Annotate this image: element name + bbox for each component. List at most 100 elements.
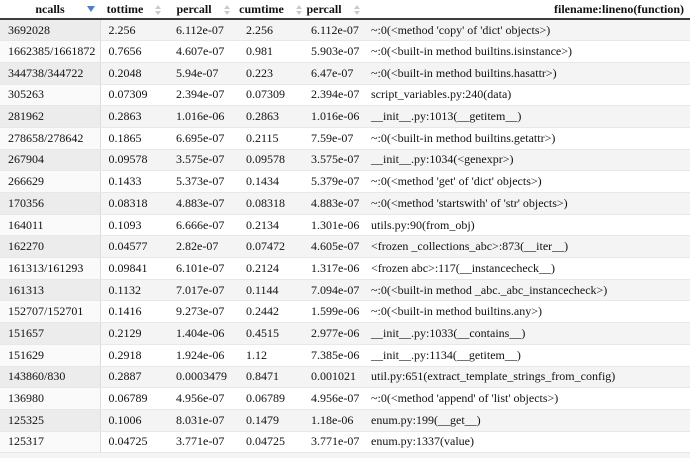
cell-percall-2: 4.956e-07 [303, 387, 363, 410]
table-row: 161313/161293 0.09841 6.101e-07 0.2124 1… [0, 257, 690, 280]
column-label: filename:lineno(function) [554, 1, 684, 16]
cell-ncalls: 266629 [0, 170, 101, 193]
table-row: 152707/152701 0.1416 9.273e-07 0.2442 1.… [0, 300, 690, 324]
cell-percall: 6.695e-07 [168, 127, 238, 150]
cell-ncalls: 162270 [0, 235, 101, 259]
table-row: 266629 0.1433 5.373e-07 0.1434 5.379e-07… [0, 170, 690, 193]
cell-ncalls: 1662385/1661872 [0, 40, 101, 63]
sort-toggle-icon [353, 4, 360, 15]
cell-function: util.py:651(extract_template_strings_fro… [363, 366, 690, 389]
cell-percall-2: 7.094e-07 [303, 279, 363, 302]
cell-percall: 6.112e-07 [168, 19, 238, 42]
cell-cumtime: 2.256 [238, 19, 303, 42]
cell-percall-2: 4.605e-07 [303, 235, 363, 259]
cell-tottime: 0.1416 [100, 300, 168, 324]
cell-tottime: 0.1093 [100, 214, 168, 237]
cell-percall: 6.666e-07 [168, 214, 238, 237]
cell-percall-2: 0.001021 [303, 366, 363, 389]
column-label: ncalls [35, 1, 65, 16]
table-row: 267904 0.09578 3.575e-07 0.09578 3.575e-… [0, 149, 690, 172]
column-label: percall [306, 1, 342, 16]
cell-function: ~:0(<method 'copy' of 'dict' objects>) [363, 19, 690, 42]
cell-tottime: 0.1865 [100, 127, 168, 150]
cell-function: ~:0(<method 'startswith' of 'str' object… [363, 192, 690, 215]
cell-percall-2: 1.317e-06 [303, 257, 363, 280]
cell-ncalls: 152707/152701 [0, 300, 101, 324]
cell-percall-2: 6.47e-07 [303, 62, 363, 85]
cell-tottime: 0.04577 [100, 235, 168, 259]
cell-function: ~:0(<built-in method builtins.any>) [363, 300, 690, 324]
cell-percall: 4.883e-07 [168, 192, 238, 215]
cell-function: ~:0(<method 'get' of 'dict' objects>) [363, 170, 690, 193]
cell-percall-2: 5.903e-07 [303, 40, 363, 63]
cell-ncalls: 125325 [0, 409, 101, 432]
cell-tottime: 2.256 [100, 19, 168, 42]
cell-cumtime: 0.04725 [238, 431, 303, 454]
table-row: 3692028 2.256 6.112e-07 2.256 6.112e-07 … [0, 19, 690, 42]
cell-function: <frozen abc>:117(__instancecheck__) [363, 257, 690, 280]
cell-percall-2: 3.575e-07 [303, 149, 363, 172]
cell-function: enum.py:1337(value) [363, 431, 690, 454]
table-row: 162270 0.04577 2.82e-07 0.07472 4.605e-0… [0, 235, 690, 259]
cell-ncalls: 278658/278642 [0, 127, 101, 150]
cell-percall-2: 2.394e-07 [303, 84, 363, 107]
cell-ncalls: 161313 [0, 279, 101, 302]
sort-toggle-icon [295, 4, 302, 15]
cell-tottime: 0.1433 [100, 170, 168, 193]
cell-ncalls: 125317 [0, 431, 101, 454]
cell-cumtime: 0.07472 [238, 235, 303, 259]
cell-function: __init__.py:1033(__contains__) [363, 322, 690, 345]
cell-cumtime: 0.2115 [238, 127, 303, 150]
column-header-tottime[interactable]: tottime [100, 0, 168, 20]
cell-ncalls: 267904 [0, 149, 101, 172]
cell-function: __init__.py:1013(__getitem__) [363, 105, 690, 128]
cell-percall-2: 6.112e-07 [303, 19, 363, 42]
column-label: tottime [106, 1, 144, 16]
cell-percall: 4.956e-07 [168, 387, 238, 410]
cell-cumtime: 0.2863 [238, 105, 303, 128]
column-header-ncalls[interactable]: ncalls [0, 0, 100, 20]
sort-desc-icon [87, 6, 95, 12]
table-row: 125317 0.04725 3.771e-07 0.04725 3.771e-… [0, 431, 690, 454]
cell-tottime: 0.07309 [100, 84, 168, 107]
column-header-percall-2[interactable]: percall [303, 0, 363, 20]
cell-percall: 6.101e-07 [168, 257, 238, 280]
cell-ncalls: 170356 [0, 192, 101, 215]
cell-tottime: 0.08318 [100, 192, 168, 215]
cell-percall: 4.607e-07 [168, 40, 238, 63]
cell-cumtime: 0.1434 [238, 170, 303, 193]
cell-ncalls: 136980 [0, 387, 101, 410]
cell-ncalls: 281962 [0, 105, 101, 128]
column-header-cumtime[interactable]: cumtime [238, 0, 303, 20]
table-row: 305263 0.07309 2.394e-07 0.07309 2.394e-… [0, 84, 690, 107]
table-row: 344738/344722 0.2048 5.94e-07 0.223 6.47… [0, 62, 690, 85]
cell-percall-2: 3.771e-07 [303, 431, 363, 454]
table-row: 125325 0.1006 8.031e-07 0.1479 1.18e-06 … [0, 409, 690, 432]
cell-ncalls: 305263 [0, 84, 101, 107]
cell-cumtime: 0.2442 [238, 300, 303, 324]
cell-function: script_variables.py:240(data) [363, 84, 690, 107]
cell-cumtime: 0.09578 [238, 149, 303, 172]
cell-percall: 0.0003479 [168, 366, 238, 389]
cell-tottime: 0.1132 [100, 279, 168, 302]
cell-cumtime: 0.2134 [238, 214, 303, 237]
cell-function: ~:0(<built-in method builtins.getattr>) [363, 127, 690, 150]
column-header-percall[interactable]: percall [168, 0, 238, 20]
table-header: ncalls tottime percall cumtime percall f… [0, 0, 690, 20]
cell-ncalls: 161313/161293 [0, 257, 101, 280]
cell-ncalls: 143860/830 [0, 366, 101, 389]
cell-tottime: 0.09578 [100, 149, 168, 172]
cell-percall-2: 7.59e-07 [303, 127, 363, 150]
cell-percall: 3.771e-07 [168, 431, 238, 454]
cell-percall: 1.016e-06 [168, 105, 238, 128]
cell-cumtime: 0.1144 [238, 279, 303, 302]
cell-cumtime: 0.06789 [238, 387, 303, 410]
cell-tottime: 0.2129 [100, 322, 168, 345]
cell-function: enum.py:199(__get__) [363, 409, 690, 432]
sort-toggle-icon [223, 4, 230, 15]
cell-percall-2: 1.18e-06 [303, 409, 363, 432]
column-header-function: filename:lineno(function) [363, 0, 690, 20]
table-body: 3692028 2.256 6.112e-07 2.256 6.112e-07 … [0, 19, 690, 454]
table-row: 164011 0.1093 6.666e-07 0.2134 1.301e-06… [0, 214, 690, 237]
